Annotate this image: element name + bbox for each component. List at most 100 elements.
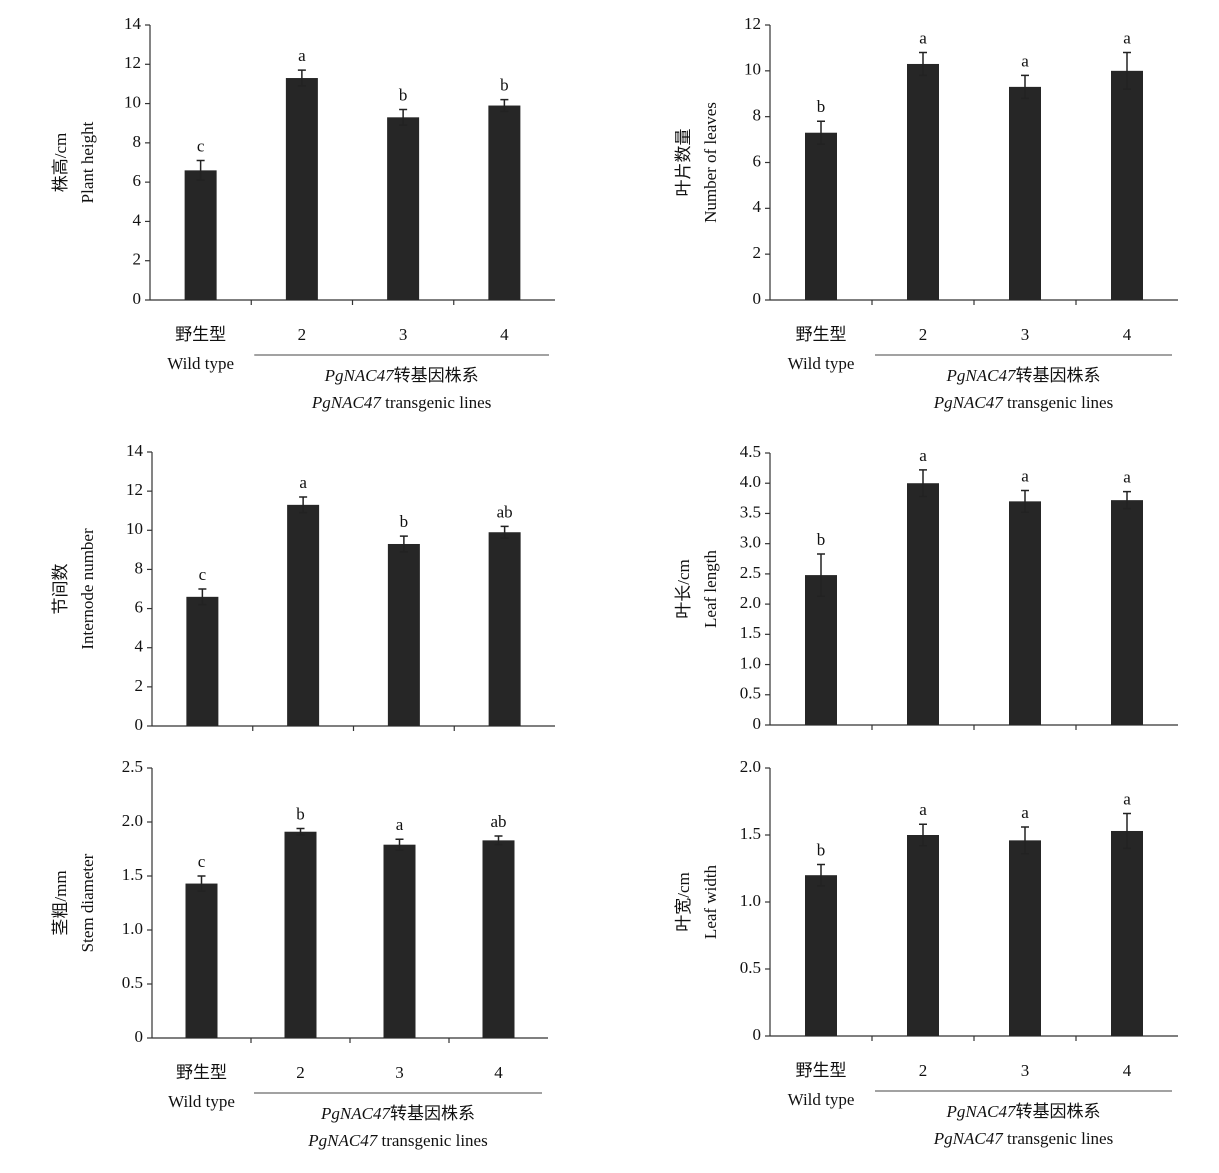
error-bar [299, 496, 308, 514]
error-bar [296, 827, 305, 836]
y-axis-label: 叶长/cm [674, 559, 693, 619]
bar [1009, 840, 1041, 1036]
y-tick-label: 6 [753, 151, 762, 170]
x-tick-sublabel: Wild type [167, 354, 234, 373]
error-bar [919, 469, 927, 498]
group-label: PgNAC47转基因株系 [320, 1104, 475, 1123]
significance-letter: a [1021, 466, 1029, 485]
group-label-zh: 转基因株系 [1015, 366, 1100, 385]
x-tick-sublabel: Wild type [788, 354, 855, 373]
error-bar [1021, 489, 1029, 513]
group-label: PgNAC47转基因株系 [324, 366, 479, 385]
y-axis-label: Leaf width [701, 864, 720, 939]
x-tick-label: 野生型 [796, 1061, 847, 1080]
group-label: PgNAC47转基因株系 [946, 366, 1101, 385]
error-bar [399, 108, 408, 126]
group-label: PgNAC47 transgenic lines [307, 1131, 487, 1150]
y-axis-label: 节间数 [51, 564, 70, 615]
group-label-en: transgenic lines [377, 1131, 487, 1150]
x-tick-label: 3 [399, 325, 408, 344]
error-bar [494, 835, 503, 846]
significance-letter: b [817, 97, 826, 116]
group-label-gene: PgNAC47 [933, 393, 1004, 412]
bar [907, 63, 939, 301]
bar [185, 883, 218, 1038]
y-tick-label: 0 [135, 715, 144, 734]
bar [488, 532, 521, 726]
y-tick-label: 0 [135, 1027, 144, 1046]
group-label-gene: PgNAC47 [320, 1104, 391, 1123]
y-tick-label: 1.5 [122, 865, 143, 884]
bar [907, 483, 939, 725]
y-tick-label: 4 [135, 637, 144, 656]
y-tick-label: 10 [744, 60, 761, 79]
y-tick-label: 4 [753, 197, 762, 216]
y-tick-label: 10 [124, 92, 141, 111]
x-tick-label: 野生型 [176, 1063, 227, 1082]
bar [805, 875, 837, 1036]
y-axis-label: Plant height [78, 121, 97, 203]
group-label: PgNAC47 transgenic lines [933, 393, 1113, 412]
bar [482, 840, 515, 1038]
x-tick-label: 4 [500, 325, 509, 344]
significance-letter: a [919, 800, 927, 819]
y-axis-label: 叶宽/cm [674, 872, 693, 932]
group-label: PgNAC47 transgenic lines [311, 393, 491, 412]
y-tick-label: 12 [744, 14, 761, 33]
x-tick-sublabel: Wild type [168, 1092, 235, 1111]
y-tick-label: 8 [135, 558, 144, 577]
y-tick-label: 1.5 [740, 824, 761, 843]
significance-letter: c [198, 852, 206, 871]
x-tick-label: 野生型 [175, 325, 226, 344]
significance-letter: a [919, 28, 927, 47]
error-bar [1123, 812, 1131, 850]
group-label-gene: PgNAC47 [933, 1129, 1004, 1148]
significance-letter: a [1021, 803, 1029, 822]
y-tick-label: 14 [126, 441, 144, 460]
error-bar [1021, 74, 1029, 100]
significance-letter: a [1021, 51, 1029, 70]
error-bar [1021, 826, 1029, 855]
bar [387, 117, 420, 300]
significance-letter: b [399, 85, 408, 104]
error-bar [817, 863, 825, 887]
group-label-gene: PgNAC47 [946, 1102, 1017, 1121]
y-tick-label: 8 [753, 106, 762, 125]
bar [383, 844, 416, 1038]
significance-letter: a [396, 815, 404, 834]
significance-letter: b [817, 840, 826, 859]
y-tick-label: 2.0 [740, 757, 761, 776]
y-tick-label: 12 [126, 480, 143, 499]
y-tick-label: 3.0 [740, 533, 761, 552]
error-bar [197, 875, 206, 892]
x-tick-label: 野生型 [796, 325, 847, 344]
x-tick-label: 3 [1021, 1061, 1030, 1080]
y-axis-label: Stem diameter [78, 853, 97, 952]
y-tick-label: 1.5 [740, 623, 761, 642]
group-label-zh: 转基因株系 [1015, 1102, 1100, 1121]
y-tick-label: 10 [126, 519, 143, 538]
error-bar [1123, 51, 1131, 90]
x-tick-label: 2 [919, 325, 928, 344]
x-tick-label: 2 [296, 1063, 305, 1082]
group-label-en: transgenic lines [381, 393, 491, 412]
bar [805, 132, 837, 300]
bar [1111, 830, 1143, 1036]
x-tick-label: 3 [1021, 325, 1030, 344]
y-tick-label: 1.0 [740, 891, 761, 910]
y-tick-label: 2 [135, 676, 144, 695]
error-bar [817, 553, 825, 598]
significance-letter: ab [497, 502, 513, 521]
y-tick-label: 0.5 [740, 684, 761, 703]
x-tick-label: 3 [395, 1063, 404, 1082]
error-bar [919, 823, 927, 847]
y-tick-label: 2 [133, 250, 142, 269]
bar [284, 831, 317, 1038]
y-tick-label: 6 [133, 171, 142, 190]
y-axis-label: Leaf length [701, 550, 720, 628]
group-label-gene: PgNAC47 [946, 366, 1017, 385]
y-tick-label: 4.0 [740, 472, 761, 491]
y-axis-label: Number of leaves [701, 102, 720, 223]
significance-letter: a [1123, 28, 1131, 47]
error-bar [399, 535, 408, 553]
